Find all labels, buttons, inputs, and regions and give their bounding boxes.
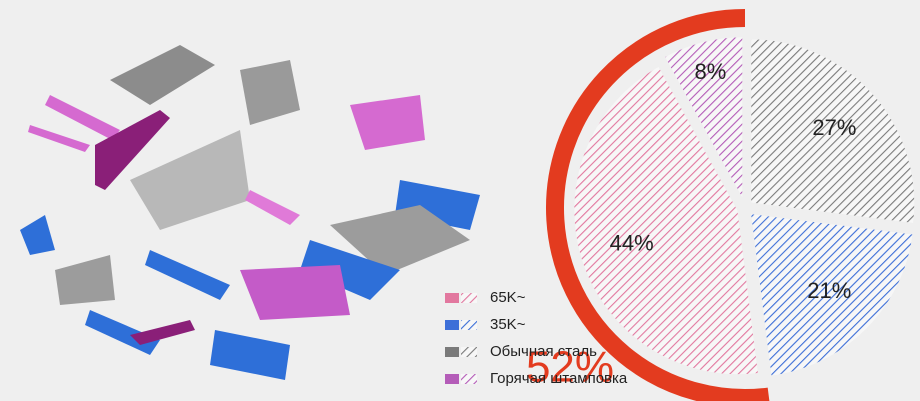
car-part xyxy=(130,130,250,230)
car-part xyxy=(95,110,170,190)
legend-label: 35K~ xyxy=(490,316,526,333)
pie-slice xyxy=(572,64,761,377)
legend-hatch xyxy=(461,374,477,384)
car-part xyxy=(300,240,400,300)
car-part xyxy=(130,320,195,345)
slice-label: 21% xyxy=(807,278,851,303)
legend-hatch xyxy=(461,320,477,330)
car-part xyxy=(210,330,290,380)
highlight-arc xyxy=(546,9,770,401)
pie-slice xyxy=(748,211,915,378)
highlight-label: 52% xyxy=(526,343,614,392)
car-illustration xyxy=(20,45,480,380)
legend-swatch xyxy=(445,293,459,303)
legend-swatch xyxy=(445,374,459,384)
car-part xyxy=(245,190,300,225)
legend-label: Горячая штамповка xyxy=(490,370,628,387)
legend-hatch xyxy=(461,293,477,303)
car-part xyxy=(145,250,230,300)
legend-hatch xyxy=(461,347,477,357)
car-part xyxy=(110,45,215,105)
legend-label: 65K~ xyxy=(490,289,526,306)
car-part xyxy=(240,265,350,320)
car-part xyxy=(20,215,55,255)
legend-label: Обычная сталь xyxy=(490,343,597,360)
pie-slice xyxy=(662,35,745,202)
slice-label: 44% xyxy=(610,231,654,256)
pie-slice xyxy=(749,37,917,226)
car-part xyxy=(45,95,120,140)
legend-swatch xyxy=(445,320,459,330)
car-part xyxy=(240,60,300,125)
car-part xyxy=(28,125,90,152)
car-part xyxy=(55,255,115,305)
slice-label: 8% xyxy=(695,59,727,84)
car-part xyxy=(350,95,425,150)
slice-label: 27% xyxy=(812,115,856,140)
car-part xyxy=(330,205,470,275)
legend-swatch xyxy=(445,347,459,357)
